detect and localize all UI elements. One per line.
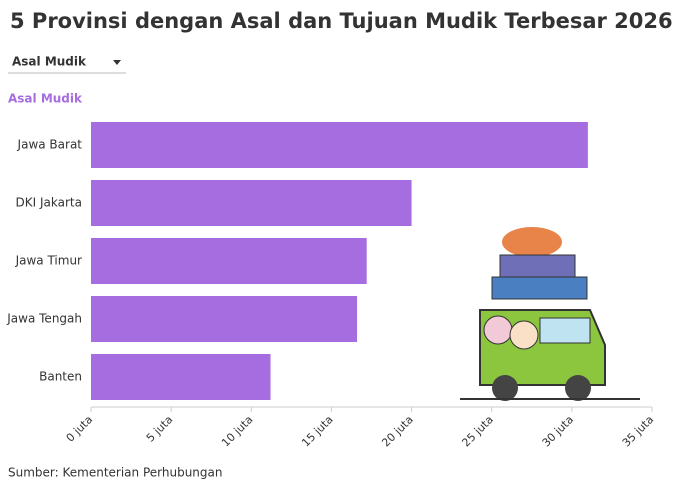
bar xyxy=(91,238,367,284)
y-tick-label: Jawa Tengah xyxy=(6,312,82,326)
series-label: Asal Mudik xyxy=(8,92,83,106)
x-tick-label: 10 juta xyxy=(219,413,255,449)
y-tick-label: DKI Jakarta xyxy=(16,196,82,210)
dropdown-arrow[interactable] xyxy=(113,60,121,65)
y-tick-label: Jawa Timur xyxy=(15,254,82,268)
chart-title: 5 Provinsi dengan Asal dan Tujuan Mudik … xyxy=(10,9,673,33)
x-tick-label: 25 juta xyxy=(459,413,495,449)
bar xyxy=(91,296,358,342)
source: Sumber: Kementerian Perhubungan xyxy=(8,466,222,480)
dropdown-label[interactable]: Asal Mudik xyxy=(12,55,87,69)
dropdown[interactable]: Asal Mudik xyxy=(8,55,126,74)
x-tick-label: 0 juta xyxy=(64,413,96,445)
bar xyxy=(91,122,588,168)
x-tick-label: 30 juta xyxy=(540,413,576,449)
x-tick-label: 5 juta xyxy=(144,413,176,445)
x-tick-label: 20 juta xyxy=(379,413,415,449)
illustration xyxy=(460,227,640,401)
y-tick-label: Banten xyxy=(39,370,82,384)
bar xyxy=(91,180,412,226)
bar xyxy=(91,354,271,400)
x-tick-label: 35 juta xyxy=(620,413,656,449)
y-tick-label: Jawa Barat xyxy=(17,138,83,152)
x-tick-label: 15 juta xyxy=(299,413,335,449)
